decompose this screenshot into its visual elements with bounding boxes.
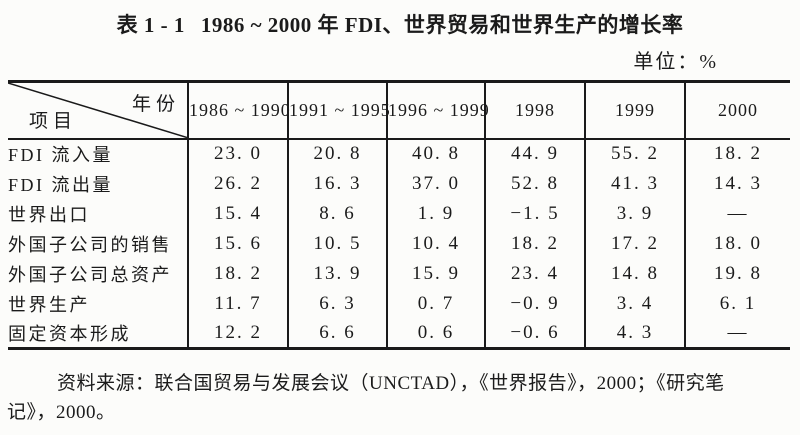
value-cell: 10. 4 bbox=[386, 228, 485, 259]
value-cell: 8. 6 bbox=[287, 198, 387, 229]
value-cell: 0. 6 bbox=[386, 318, 485, 349]
value-cell: 13. 9 bbox=[287, 258, 387, 289]
table-row-fdi-outflow: FDI 流出量 26. 2 16. 3 37. 0 52. 8 41. 3 14… bbox=[8, 168, 790, 199]
value-cell: 4. 3 bbox=[584, 318, 685, 349]
table-row-fixed-capital-formation: 固定资本形成 12. 2 6. 6 0. 6 −0. 6 4. 3 — bbox=[8, 318, 790, 349]
value-cell: 6. 3 bbox=[287, 288, 387, 319]
table-row-foreign-affiliate-sales: 外国子公司的销售 15. 6 10. 5 10. 4 18. 2 17. 2 1… bbox=[8, 228, 790, 259]
value-cell: 6. 6 bbox=[287, 318, 387, 349]
value-cell: 14. 3 bbox=[684, 168, 790, 199]
corner-item-label: 项目 bbox=[29, 110, 78, 132]
value-cell: −0. 6 bbox=[484, 318, 585, 349]
value-cell: −1. 5 bbox=[484, 198, 585, 229]
diagonal-line bbox=[8, 83, 187, 138]
value-cell: 3. 4 bbox=[584, 288, 685, 319]
value-cell: 23. 4 bbox=[484, 258, 585, 289]
row-label: FDI 流入量 bbox=[8, 145, 114, 165]
col-header-1996-1999: 1996 ~ 1999 bbox=[386, 81, 489, 140]
value-cell: 20. 8 bbox=[287, 138, 387, 169]
value-cell: 26. 2 bbox=[187, 168, 288, 199]
value-cell: 16. 3 bbox=[287, 168, 387, 199]
value-cell: 15. 4 bbox=[187, 198, 288, 229]
row-label: 外国子公司的销售 bbox=[8, 234, 172, 255]
value-cell: 18. 0 bbox=[684, 228, 790, 259]
source-note-line-2: 记》，2000。 bbox=[7, 402, 116, 423]
table-row-world-exports: 世界出口 15. 4 8. 6 1. 9 −1. 5 3. 9 — bbox=[8, 198, 790, 229]
table-title-text: 1986 ~ 2000 年 FDI、世界贸易和世界生产的增长率 bbox=[200, 13, 684, 37]
value-cell: 41. 3 bbox=[584, 168, 685, 199]
value-cell: 37. 0 bbox=[386, 168, 485, 199]
value-cell: 18. 2 bbox=[187, 258, 288, 289]
corner-cell: 年份 项目 bbox=[8, 81, 188, 140]
growth-rate-table: 年份 项目 1986 ~ 1990 1991 ~ 1995 1996 ~ 199… bbox=[8, 80, 790, 350]
value-cell: 44. 9 bbox=[484, 138, 585, 169]
value-cell: 1. 9 bbox=[386, 198, 485, 229]
value-cell: 17. 2 bbox=[584, 228, 685, 259]
table-number: 表 1 - 1 bbox=[116, 13, 185, 37]
value-cell: 3. 9 bbox=[584, 198, 685, 229]
col-header-1991-1995: 1991 ~ 1995 bbox=[287, 81, 390, 140]
corner-year-label: 年份 bbox=[131, 94, 180, 115]
table-row-fdi-inflow: FDI 流入量 23. 0 20. 8 40. 8 44. 9 55. 2 18… bbox=[8, 138, 790, 169]
value-cell: 6. 1 bbox=[684, 288, 790, 319]
value-cell: 14. 8 bbox=[584, 258, 685, 289]
row-label: 世界生产 bbox=[8, 294, 90, 315]
value-cell: 52. 8 bbox=[484, 168, 585, 199]
col-header-1999: 1999 bbox=[584, 81, 685, 140]
value-cell: 10. 5 bbox=[287, 228, 387, 259]
table-title: 表 1 - 1 1986 ~ 2000 年 FDI、世界贸易和世界生产的增长率 bbox=[0, 9, 800, 39]
value-cell: 55. 2 bbox=[584, 138, 685, 169]
row-label: FDI 流出量 bbox=[8, 174, 114, 195]
value-cell: 15. 9 bbox=[386, 258, 485, 289]
row-label: 世界出口 bbox=[8, 204, 90, 225]
value-cell: — bbox=[684, 318, 790, 349]
source-note: 资料来源：联合国贸易与发展会议（UNCTAD），《世界报告》，2000；《研究笔… bbox=[7, 369, 800, 427]
unit-label: 单位：% bbox=[633, 51, 718, 73]
table-row-world-production: 世界生产 11. 7 6. 3 0. 7 −0. 9 3. 4 6. 1 bbox=[8, 288, 790, 319]
value-cell: −0. 9 bbox=[484, 288, 585, 319]
value-cell: 40. 8 bbox=[386, 138, 485, 169]
header-row: 年份 项目 1986 ~ 1990 1991 ~ 1995 1996 ~ 199… bbox=[8, 81, 790, 140]
value-cell: — bbox=[684, 198, 790, 229]
value-cell: 11. 7 bbox=[187, 288, 288, 319]
row-label: 固定资本形成 bbox=[8, 323, 131, 344]
col-header-2000: 2000 bbox=[684, 81, 790, 140]
col-header-1998: 1998 bbox=[484, 81, 585, 140]
source-note-line-1: 资料来源：联合国贸易与发展会议（UNCTAD），《世界报告》，2000；《研究笔 bbox=[57, 373, 725, 394]
value-cell: 0. 7 bbox=[386, 288, 485, 319]
value-cell: 12. 2 bbox=[187, 318, 288, 349]
value-cell: 15. 6 bbox=[187, 228, 288, 259]
value-cell: 18. 2 bbox=[684, 138, 790, 169]
value-cell: 19. 8 bbox=[684, 258, 790, 289]
table-row-foreign-affiliate-assets: 外国子公司总资产 18. 2 13. 9 15. 9 23. 4 14. 8 1… bbox=[8, 258, 790, 289]
col-header-1986-1990: 1986 ~ 1990 bbox=[187, 81, 290, 140]
value-cell: 18. 2 bbox=[484, 228, 585, 259]
row-label: 外国子公司总资产 bbox=[8, 264, 172, 285]
value-cell: 23. 0 bbox=[187, 138, 288, 169]
